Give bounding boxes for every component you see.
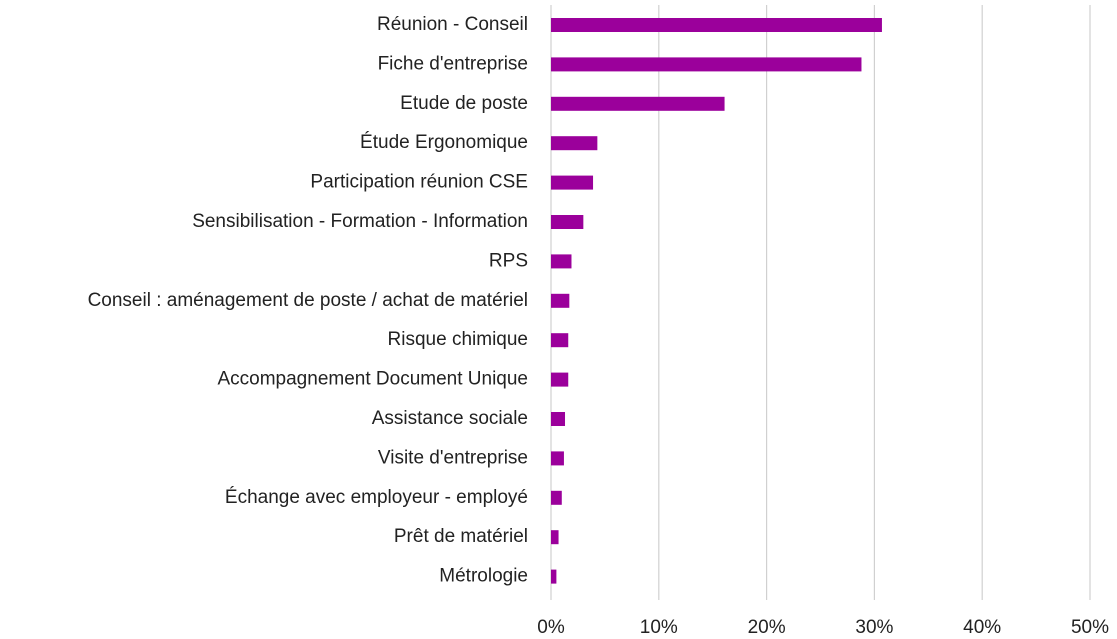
y-tick-label: RPS [489, 250, 528, 271]
y-tick-label: Etude de poste [400, 93, 528, 114]
y-tick-label: Sensibilisation - Formation - Informatio… [192, 211, 528, 232]
y-tick-label: Échange avec employeur - employé [225, 487, 528, 508]
bar [551, 136, 598, 151]
bar [551, 490, 562, 505]
bar [551, 96, 725, 111]
y-tick-label: Étude Ergonomique [360, 132, 528, 153]
bar [551, 530, 559, 545]
y-tick-label: Risque chimique [388, 329, 528, 350]
y-tick-label: Visite d'entreprise [378, 447, 528, 468]
y-tick-label: Conseil : aménagement de poste / achat d… [88, 290, 528, 311]
x-tick-label: 40% [963, 617, 1001, 638]
x-tick-label: 50% [1071, 617, 1109, 638]
x-tick-label: 20% [748, 617, 786, 638]
bar [551, 175, 594, 190]
y-tick-label: Accompagnement Document Unique [217, 369, 528, 390]
y-tick-label: Participation réunion CSE [310, 172, 528, 193]
bar [551, 333, 569, 348]
x-tick-label: 0% [537, 617, 565, 638]
bar [551, 451, 564, 466]
y-tick-label: Assistance sociale [372, 408, 528, 429]
y-tick-label: Réunion - Conseil [377, 14, 528, 35]
bar [551, 293, 570, 308]
y-tick-label: Fiche d'entreprise [378, 53, 528, 74]
x-tick-label: 10% [640, 617, 678, 638]
y-tick-label: Métrologie [439, 566, 528, 587]
bar [551, 372, 569, 387]
bar [551, 57, 862, 72]
x-tick-label: 30% [855, 617, 893, 638]
bar [551, 215, 584, 229]
y-tick-label: Prêt de matériel [394, 526, 528, 547]
bar [551, 412, 566, 426]
bar [551, 254, 572, 269]
bar [551, 569, 557, 584]
bar [551, 18, 882, 32]
